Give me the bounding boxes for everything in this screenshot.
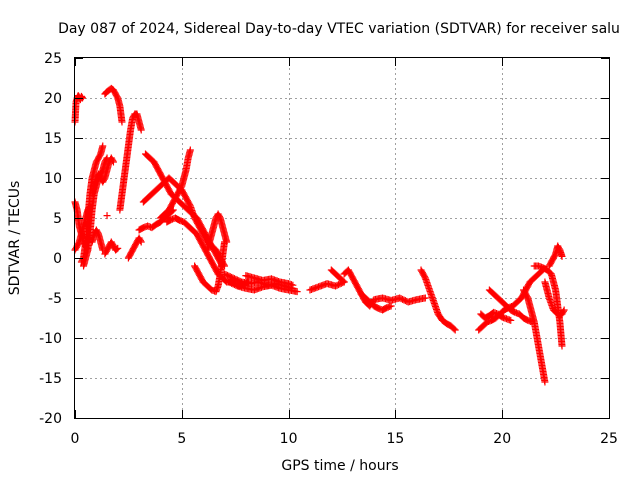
- series-arc-k: [124, 234, 145, 262]
- series-arc-z: [417, 266, 459, 334]
- data-point: [450, 325, 458, 333]
- data-point: [223, 238, 231, 246]
- series-arc-u: [242, 272, 297, 289]
- y-tick-label: -20: [39, 411, 62, 427]
- series-arc-w: [327, 266, 348, 286]
- series-arc-i: [101, 84, 126, 126]
- chart-title: Day 087 of 2024, Sidereal Day-to-day VTE…: [58, 21, 620, 37]
- x-tick-label: 25: [600, 431, 618, 447]
- y-tick-label: -15: [39, 371, 62, 387]
- y-tick-label: 10: [44, 171, 62, 187]
- y-tick-label: 0: [53, 251, 62, 267]
- data-point: [118, 118, 126, 126]
- data-point: [113, 245, 121, 253]
- series-stray: [103, 212, 111, 220]
- series-arc-ag: [545, 242, 566, 270]
- y-tick-label: 25: [44, 51, 62, 67]
- y-tick-label: -10: [39, 331, 62, 347]
- series-arc-ab: [485, 286, 536, 326]
- axis-ticks: [75, 58, 610, 419]
- data-point: [421, 294, 429, 302]
- data-point: [559, 307, 567, 315]
- y-tick-label: 15: [44, 131, 62, 147]
- data-point: [558, 342, 566, 350]
- x-tick-label: 15: [386, 431, 404, 447]
- data-point: [541, 378, 549, 386]
- data-point: [137, 238, 145, 246]
- data-point: [186, 146, 194, 154]
- series-arc-af: [541, 278, 568, 320]
- series-arc-x: [340, 266, 429, 310]
- data-point: [339, 277, 347, 285]
- grid: [75, 58, 609, 418]
- y-tick-labels: -20 -15 -10 -5 0 5 10 15 20 25: [39, 51, 62, 427]
- data-points: [71, 84, 568, 386]
- x-tick-label: 20: [493, 431, 511, 447]
- data-point: [109, 158, 117, 166]
- series-arc-o: [156, 146, 194, 222]
- data-point: [451, 326, 459, 334]
- data-point: [114, 244, 122, 252]
- series-arc-a: [71, 92, 86, 126]
- data-point: [289, 281, 297, 289]
- data-point: [99, 142, 107, 150]
- y-tick-label: 5: [53, 211, 62, 227]
- data-point: [387, 302, 395, 310]
- data-point: [340, 278, 348, 286]
- data-point: [293, 288, 301, 296]
- x-tick-labels: 0 5 10 15 20 25: [71, 431, 618, 447]
- x-axis-label: GPS time / hours: [281, 458, 398, 474]
- x-tick-label: 5: [177, 431, 186, 447]
- series-arc-ad: [520, 286, 549, 386]
- x-tick-label: 10: [280, 431, 298, 447]
- series-arc-y: [357, 290, 395, 314]
- data-point: [507, 316, 515, 324]
- series-arc-r: [203, 210, 231, 254]
- y-tick-label: 20: [44, 91, 62, 107]
- series-arc-t: [225, 278, 301, 296]
- data-point: [103, 212, 111, 220]
- data-point: [137, 126, 145, 134]
- series-arc-q: [191, 238, 229, 296]
- data-point: [137, 237, 145, 245]
- series-arc-h: [101, 238, 122, 258]
- x-tick-label: 0: [71, 431, 80, 447]
- series-arc-g: [88, 226, 107, 254]
- data-point: [558, 252, 566, 260]
- plot-frame: [74, 57, 610, 419]
- y-tick-label: -5: [48, 291, 62, 307]
- data-point: [560, 306, 568, 314]
- series-arc-f: [88, 154, 117, 198]
- data-point: [109, 157, 117, 165]
- series-arc-j: [116, 110, 145, 214]
- y-axis-label: SDTVAR / TECUs: [7, 181, 23, 296]
- series-arc-ac: [477, 308, 515, 324]
